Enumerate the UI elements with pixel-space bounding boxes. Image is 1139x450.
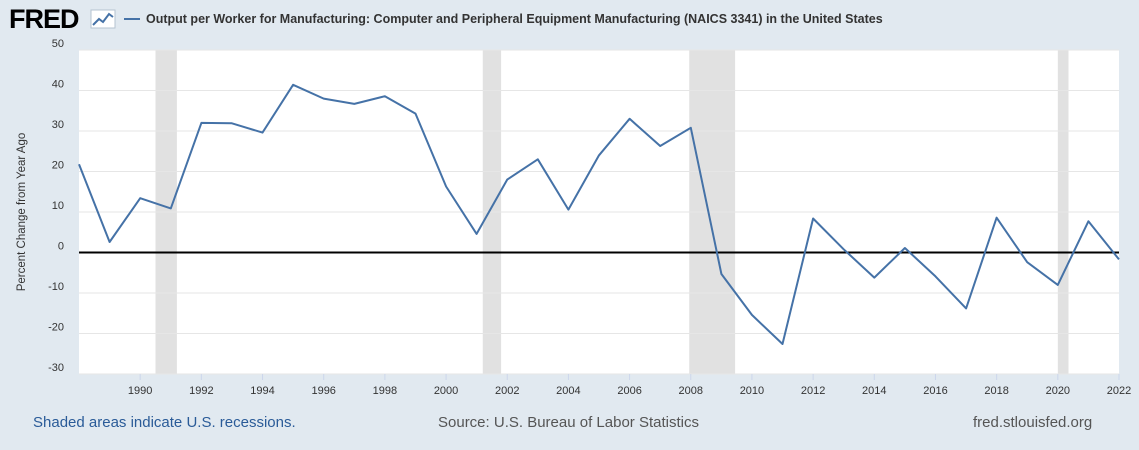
data-point[interactable] [445,185,447,187]
x-axis-ticks: 1990 1992 1994 1996 1998 2000 2002 2004 2006 2008… [128,374,1131,397]
chart-line-icon [90,9,116,29]
x-tick-label: 2012 [801,385,825,397]
source-text: Source: U.S. Bureau of Labor Statistics [438,414,699,431]
y-tick-label: 40 [52,79,64,91]
x-tick-label: 2018 [984,385,1008,397]
data-point[interactable] [109,241,111,243]
data-point[interactable] [1118,258,1120,260]
legend-label[interactable]: Output per Worker for Manufacturing: Com… [146,12,883,26]
data-point[interactable] [934,275,936,277]
y-tick-label: -30 [48,362,64,374]
site-link[interactable]: fred.stlouisfed.org [973,414,1093,431]
data-point[interactable] [873,277,875,279]
chart-header: FRED Output per Worker for Manufacturing… [0,0,1139,40]
data-point[interactable] [782,343,784,345]
y-tick-label: -20 [48,322,64,334]
legend-swatch [124,18,140,20]
y-tick-label: 20 [52,160,64,172]
x-tick-label: 2000 [434,385,458,397]
x-tick-label: 1994 [250,385,274,397]
data-point[interactable] [384,95,386,97]
data-point[interactable] [843,248,845,250]
data-point[interactable] [598,154,600,156]
data-point[interactable] [965,307,967,309]
data-point[interactable] [262,132,264,134]
y-tick-label: 30 [52,119,64,131]
x-tick-label: 2008 [679,385,703,397]
data-point[interactable] [904,247,906,249]
data-point[interactable] [812,217,814,219]
data-point[interactable] [292,84,294,86]
data-point[interactable] [1057,284,1059,286]
y-axis-title: Percent Change from Year Ago [16,133,28,292]
data-point[interactable] [567,209,569,211]
data-point[interactable] [720,273,722,275]
data-point[interactable] [1087,220,1089,222]
data-point[interactable] [414,113,416,115]
data-point[interactable] [139,197,141,199]
y-tick-label: 50 [52,38,64,50]
grid-lines [79,49,1119,375]
series-line[interactable] [78,83,1120,345]
x-tick-label: 2006 [617,385,641,397]
x-tick-label: 1998 [373,385,397,397]
y-tick-label: 0 [58,241,64,253]
x-tick-label: 1990 [128,385,152,397]
x-tick-label: 2010 [740,385,764,397]
x-tick-label: 2016 [923,385,947,397]
x-tick-label: 2002 [495,385,519,397]
data-point[interactable] [1026,261,1028,263]
recessions-note-link[interactable]: Shaded areas indicate U.S. recessions. [33,414,296,431]
data-point[interactable] [751,314,753,316]
data-point[interactable] [323,98,325,100]
data-point[interactable] [996,217,998,219]
data-point[interactable] [200,122,202,124]
data-point[interactable] [506,179,508,181]
data-point[interactable] [353,103,355,105]
x-tick-label: 1996 [311,385,335,397]
data-point[interactable] [78,163,80,165]
data-point[interactable] [170,207,172,209]
data-point[interactable] [537,158,539,160]
data-point[interactable] [629,118,631,120]
data-point[interactable] [476,233,478,235]
fred-logo[interactable]: FRED [9,4,79,34]
data-point[interactable] [659,145,661,147]
x-tick-label: 2014 [862,385,886,397]
x-tick-label: 2004 [556,385,580,397]
x-tick-label: 2022 [1107,385,1131,397]
y-tick-label: -10 [48,281,64,293]
y-axis-ticks: 50 40 30 20 10 0 -10 -20 -30 [48,38,64,374]
data-point[interactable] [231,122,233,124]
y-tick-label: 10 [52,200,64,212]
x-tick-label: 1992 [189,385,213,397]
data-point[interactable] [690,127,692,129]
x-tick-label: 2020 [1046,385,1070,397]
